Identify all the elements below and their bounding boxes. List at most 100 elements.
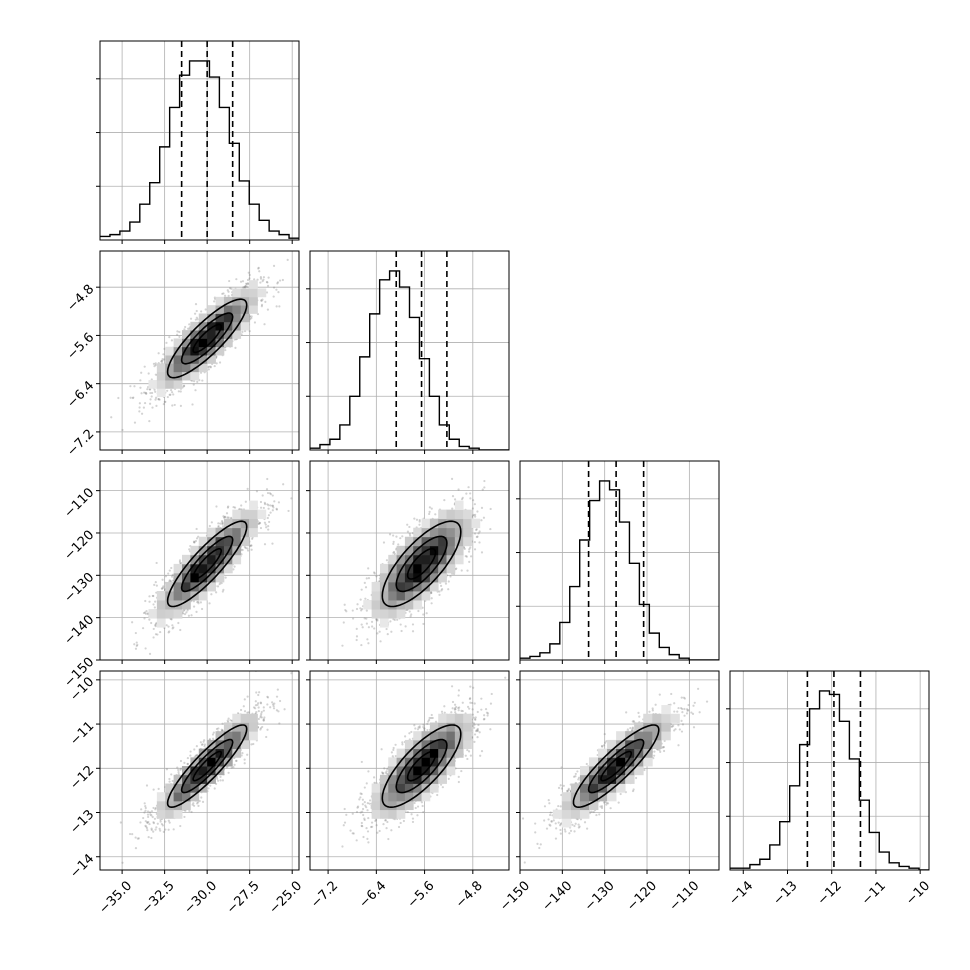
sample-point (411, 820, 415, 824)
sample-point (355, 839, 358, 842)
sample-point (352, 832, 355, 835)
sample-point (143, 802, 146, 805)
sample-point (259, 728, 262, 731)
density-bin (249, 288, 258, 298)
density-bin (413, 792, 422, 802)
sample-point (222, 588, 225, 591)
density-bin (429, 527, 439, 538)
histogram-panel-1 (306, 250, 510, 454)
sample-point (207, 787, 210, 790)
sample-point (271, 703, 275, 706)
sample-point (208, 738, 212, 741)
sample-point (193, 312, 197, 315)
density-bin (446, 509, 456, 520)
histogram-step-line (730, 690, 929, 870)
sample-point (149, 813, 152, 816)
sample-point (272, 707, 276, 710)
sample-point (154, 624, 157, 628)
sample-point (151, 406, 154, 409)
sample-point (197, 600, 200, 603)
sample-point (430, 716, 433, 720)
sample-point (372, 571, 376, 574)
sample-point (152, 821, 155, 824)
density-bin (165, 609, 175, 619)
sample-point (425, 612, 428, 615)
sample-point (259, 526, 263, 530)
density-bin (379, 809, 389, 819)
sample-point (416, 728, 420, 731)
sample-point (480, 519, 483, 522)
sample-point (536, 842, 539, 845)
density-bin (634, 766, 644, 776)
sample-point (365, 577, 368, 580)
density-bin (207, 305, 216, 314)
density-bin (561, 792, 572, 802)
sample-point (471, 724, 474, 728)
sample-point (137, 837, 140, 840)
sample-point (243, 710, 247, 713)
sample-point (244, 546, 247, 550)
density-bin (396, 809, 406, 819)
sample-point (223, 294, 227, 297)
sample-point (554, 822, 557, 825)
sample-point (550, 819, 553, 823)
sample-point (680, 707, 683, 710)
sample-point (144, 809, 147, 812)
sample-point (511, 487, 513, 489)
sample-point (361, 626, 364, 629)
density-bin (616, 783, 626, 793)
density-bin (588, 800, 599, 811)
sample-point (361, 803, 364, 806)
density-bin (232, 313, 242, 323)
density-bin (371, 581, 381, 592)
sample-point (140, 392, 143, 395)
sample-point (454, 708, 457, 711)
sample-point (250, 315, 253, 318)
density-bin (454, 500, 464, 511)
sample-point (401, 535, 404, 538)
sample-point (172, 393, 175, 396)
sample-point (368, 802, 371, 805)
panel-frame (519, 670, 720, 871)
y-tick-label: −4.8 (64, 282, 97, 315)
density-bin (643, 722, 653, 732)
density-bin (165, 380, 175, 389)
density-bin (190, 766, 200, 776)
sample-point (266, 728, 269, 731)
density-bin (661, 713, 671, 723)
density-bin (240, 305, 250, 314)
sample-point (258, 522, 261, 525)
sample-point (276, 282, 279, 285)
sample-point (560, 787, 563, 790)
sample-point (286, 258, 289, 261)
sample-point (134, 847, 138, 850)
sample-point (258, 270, 261, 273)
sample-point (119, 821, 122, 824)
density-bin (607, 792, 617, 802)
sample-point (366, 802, 369, 805)
density-bin (652, 739, 662, 750)
density-bin (661, 705, 671, 715)
sample-point (257, 693, 260, 697)
density-bin (463, 509, 472, 520)
sample-point (361, 798, 364, 801)
sample-point (266, 696, 270, 699)
sample-point (152, 362, 156, 365)
sample-point (402, 819, 405, 823)
sample-point (246, 278, 250, 282)
density-bin (388, 581, 397, 592)
sample-point (658, 693, 661, 696)
sample-point (275, 709, 279, 712)
sample-point (600, 805, 604, 808)
sample-point (155, 396, 158, 399)
density-bin (616, 739, 626, 750)
sample-point (438, 590, 441, 593)
sample-point (400, 629, 403, 633)
sample-point (355, 810, 359, 814)
sample-point (469, 546, 472, 549)
sample-point (256, 703, 259, 706)
sample-point (574, 781, 577, 785)
density-bin (421, 757, 431, 767)
sample-point (257, 267, 260, 270)
sample-point (267, 276, 270, 279)
